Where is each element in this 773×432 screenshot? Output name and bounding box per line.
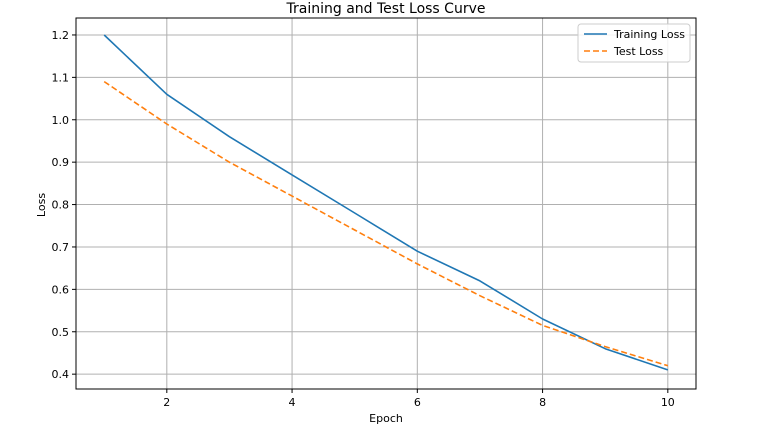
legend-label-test-loss: Test Loss <box>613 45 664 58</box>
plot-frame <box>75 17 697 390</box>
y-tick-label: 0.8 <box>52 199 70 212</box>
x-tick-label: 4 <box>289 396 296 409</box>
y-axis-ticks: 0.4 0.5 0.6 0.7 0.8 0.9 1.0 1.1 1.2 <box>52 29 76 381</box>
x-tick-label: 6 <box>414 396 421 409</box>
x-tick-label: 2 <box>163 396 170 409</box>
y-tick-label: 1.1 <box>52 71 70 84</box>
series-line-training-loss <box>103 34 669 371</box>
y-tick-label: 0.7 <box>52 241 70 254</box>
y-axis-label: Loss <box>35 193 48 217</box>
y-tick-label: 1.0 <box>52 114 70 127</box>
chart-title: Training and Test Loss Curve <box>286 1 486 17</box>
series-line-test-loss <box>103 80 669 367</box>
y-tick-label: 0.4 <box>52 368 70 381</box>
x-axis-label: Epoch <box>369 412 403 425</box>
y-tick-label: 1.2 <box>52 29 70 42</box>
x-tick-label: 10 <box>661 396 675 409</box>
x-tick-label: 8 <box>539 396 546 409</box>
legend: Training Loss Test Loss <box>577 23 691 63</box>
series-lines <box>103 34 669 371</box>
y-tick-label: 0.9 <box>52 156 70 169</box>
x-axis-ticks: 2 4 6 8 10 <box>163 389 675 409</box>
y-tick-label: 0.6 <box>52 283 70 296</box>
legend-label-training-loss: Training Loss <box>613 28 685 41</box>
y-tick-label: 0.5 <box>52 326 70 339</box>
grid <box>76 18 696 389</box>
